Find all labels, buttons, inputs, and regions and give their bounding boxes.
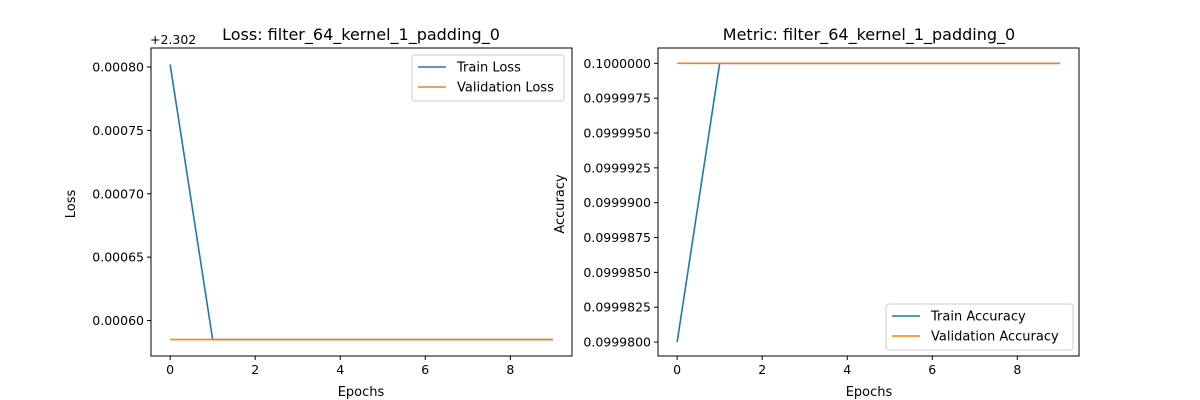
x-tick-label: 2	[758, 362, 766, 377]
legend-label: Train Loss	[456, 61, 521, 76]
y-tick-label: 0.00065	[92, 250, 144, 265]
y-axis-offset-label: +2.302	[150, 32, 196, 47]
legend-label: Validation Loss	[457, 81, 554, 96]
chart-title: Metric: filter_64_kernel_1_padding_0	[723, 25, 1015, 45]
accuracy-chart: Metric: filter_64_kernel_1_padding_0 Epo…	[553, 25, 1080, 400]
y-tick-label: 0.00080	[92, 60, 144, 75]
loss-chart: Loss: filter_64_kernel_1_padding_0 +2.30…	[64, 25, 573, 400]
x-tick-label: 0	[166, 362, 174, 377]
y-axis-label: Accuracy	[553, 174, 568, 234]
y-tick-label: 0.00060	[92, 313, 144, 328]
legend: Train Accuracy Validation Accuracy	[885, 303, 1074, 351]
x-tick-label: 4	[843, 362, 851, 377]
x-tick-label: 0	[673, 362, 681, 377]
y-tick-label: 0.0999850	[583, 265, 651, 280]
y-tick-label: 0.0999900	[583, 195, 651, 210]
y-tick-label: 0.0999950	[583, 126, 651, 141]
y-tick-label: 0.00075	[92, 123, 144, 138]
ticks-group: 0 2 4 6 8 0.00060 0.00065 0.00070 0.00075 0.00080	[92, 60, 514, 377]
x-tick-label: 8	[1013, 362, 1021, 377]
legend-label: Validation Accuracy	[931, 330, 1059, 345]
x-tick-label: 6	[421, 362, 429, 377]
y-tick-label: 0.0999875	[583, 230, 651, 245]
series-lines	[169, 64, 553, 341]
series-lines	[676, 62, 1060, 343]
legend-box	[411, 54, 565, 102]
x-tick-label: 4	[336, 362, 344, 377]
ticks-group: 0 2 4 6 8 0.0999800 0.0999825 0.0999850 0.099987…	[583, 56, 1021, 377]
y-tick-label: 0.0999925	[583, 160, 651, 175]
series-line-train-loss	[169, 64, 553, 341]
plot-frame	[657, 47, 1080, 357]
y-tick-label: 0.00070	[92, 186, 144, 201]
series-line-train-accuracy	[676, 62, 1060, 343]
x-tick-label: 2	[251, 362, 259, 377]
legend-box	[885, 303, 1074, 351]
y-tick-label: 0.0999825	[583, 300, 651, 315]
x-tick-label: 8	[506, 362, 514, 377]
y-tick-label: 0.0999975	[583, 91, 651, 106]
x-axis-label: Epochs	[338, 385, 385, 400]
x-axis-label: Epochs	[846, 385, 893, 400]
x-tick-label: 6	[928, 362, 936, 377]
y-tick-label: 0.1000000	[583, 56, 651, 71]
legend: Train Loss Validation Loss	[411, 54, 565, 102]
legend-label: Train Accuracy	[930, 310, 1026, 325]
y-tick-label: 0.0999800	[583, 335, 651, 350]
chart-title: Loss: filter_64_kernel_1_padding_0	[222, 25, 500, 45]
plot-frame	[150, 47, 573, 357]
y-axis-label: Loss	[64, 190, 79, 219]
